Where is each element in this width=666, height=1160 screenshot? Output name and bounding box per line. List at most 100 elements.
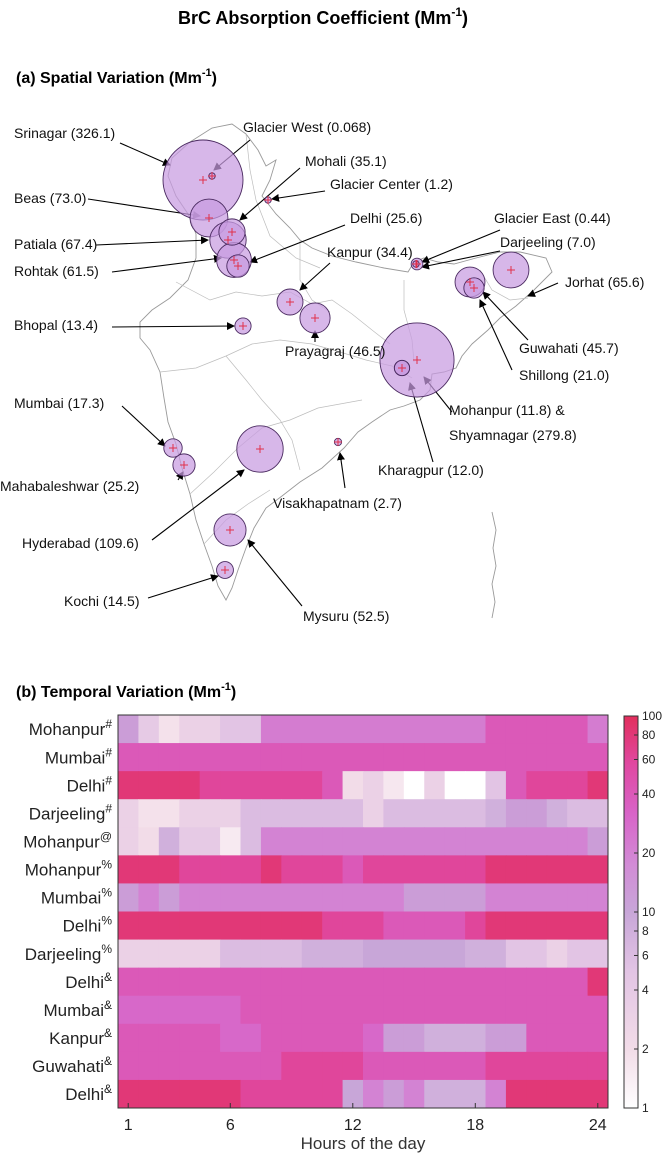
site-label-kanpur: Kanpur (34.4): [327, 244, 413, 260]
heat-cell-r0-c12: [342, 715, 364, 744]
heat-cell-r7-c8: [260, 911, 282, 941]
heat-cell-r3-c9: [281, 799, 303, 828]
cb-tick-label-1: 1: [642, 1101, 649, 1115]
heat-cell-r10-c16: [424, 995, 446, 1025]
heat-cell-r4-c2: [138, 827, 160, 856]
heat-cell-r7-c11: [322, 911, 344, 941]
heat-cell-r8-c2: [138, 939, 160, 969]
heat-cell-r9-c4: [179, 967, 201, 997]
row-label-11: Kanpur&: [49, 1026, 112, 1048]
panel-a-title-close: ): [212, 70, 217, 87]
site-label-rohtak: Rohtak (61.5): [14, 263, 99, 279]
heat-cell-r8-c21: [526, 939, 548, 969]
heat-cell-r8-c9: [281, 939, 303, 969]
heat-cell-r13-c2: [138, 1079, 160, 1109]
row-label-1: Mumbai#: [45, 745, 112, 767]
arrow-visakhapatnam: [337, 452, 346, 489]
heat-cell-r9-c3: [158, 967, 180, 997]
site-marker-srinagar: [199, 176, 207, 184]
panel-a-title-sup: -1: [202, 67, 212, 79]
site-label-jorhat: Jorhat (65.6): [565, 274, 644, 290]
heat-cell-r5-c19: [485, 855, 507, 884]
heat-cell-r10-c13: [363, 995, 384, 1025]
site-label-glacier-west: Glacier West (0.068): [243, 119, 371, 135]
heatmap-frame: [117, 714, 609, 1109]
heat-cell-r8-c13: [363, 939, 384, 969]
heat-cell-r8-c11: [322, 939, 344, 969]
row-label-site: Darjeeling: [25, 945, 102, 964]
heat-cell-r0-c13: [363, 715, 384, 744]
cb-tick-label-4: 4: [642, 983, 649, 997]
heat-cell-r3-c16: [424, 799, 446, 828]
heat-cell-r7-c24: [587, 911, 609, 941]
row-label-site: Mumbai: [41, 889, 101, 908]
heat-cell-r12-c16: [424, 1051, 446, 1081]
heat-cell-r0-c9: [281, 715, 303, 744]
heat-cell-r4-c7: [240, 827, 262, 856]
heat-cell-r7-c15: [403, 911, 425, 941]
heat-cell-r13-c8: [260, 1079, 282, 1109]
site-marker-guwahati: [466, 278, 474, 286]
heat-cell-r7-c19: [485, 911, 507, 941]
row-label-site: Delhi: [65, 973, 104, 992]
heat-cell-r0-c24: [587, 715, 609, 744]
arrow-mysuru: [247, 539, 303, 607]
arrow-rohtak: [111, 254, 222, 273]
heat-cell-r8-c1: [118, 939, 139, 969]
heat-cell-r5-c1: [118, 855, 139, 884]
andaman-islands: [491, 511, 497, 619]
heat-cell-r6-c14: [383, 883, 405, 912]
cb-tick-label-2: 2: [642, 1042, 649, 1056]
heat-cell-r0-c15: [403, 715, 425, 744]
panel-b-title: (b) Temporal Variation (Mm-1): [16, 681, 236, 701]
heat-cell-r6-c15: [403, 883, 425, 912]
heat-cell-r0-c11: [322, 715, 344, 744]
heat-cell-r3-c6: [220, 799, 241, 828]
site-marker-kochi: [221, 566, 229, 574]
heat-cell-r10-c23: [567, 995, 589, 1025]
arrow-patiala: [95, 236, 209, 246]
heat-cell-r11-c11: [322, 1023, 344, 1053]
arrow-darjeeling: [421, 250, 501, 270]
site-marker-delhi: [234, 262, 242, 270]
heat-cell-r8-c7: [240, 939, 262, 969]
panel-b-title-close: ): [231, 684, 236, 701]
heat-cell-r7-c17: [444, 911, 466, 941]
heat-cell-r6-c19: [485, 883, 507, 912]
heat-cell-r7-c23: [567, 911, 589, 941]
site-label-srinagar: Srinagar (326.1): [14, 125, 115, 141]
heat-cell-r4-c20: [505, 827, 527, 856]
heat-cell-r13-c14: [383, 1079, 405, 1109]
heat-cell-r12-c1: [118, 1051, 139, 1081]
heat-cell-r2-c3: [158, 771, 180, 800]
row-label-0: Mohanpur#: [29, 717, 113, 739]
row-label-site: Guwahati: [32, 1057, 104, 1076]
row-label-site: Mohanpur: [23, 832, 100, 851]
site-marker-bhopal: [239, 322, 247, 330]
heat-cell-r1-c2: [138, 743, 160, 772]
colorbar-ticks: 1 2 4 6 8 10 20 40 60 80 100: [634, 709, 662, 1115]
heat-cell-r4-c12: [342, 827, 364, 856]
heat-cell-r4-c6: [220, 827, 241, 856]
heat-cell-r1-c3: [158, 743, 180, 772]
heat-cell-r12-c11: [322, 1051, 344, 1081]
heat-cell-r5-c12: [342, 855, 364, 884]
heat-cell-r2-c9: [281, 771, 303, 800]
heat-cell-r4-c14: [383, 827, 405, 856]
heat-cell-r12-c10: [301, 1051, 323, 1081]
figure-title-close: ): [462, 8, 468, 28]
heat-cell-r3-c12: [342, 799, 364, 828]
arrow-jorhat: [527, 282, 559, 297]
site-bubbles: [162, 139, 530, 579]
site-label-mohali: Mohali (35.1): [305, 153, 387, 169]
heat-cell-r4-c22: [546, 827, 568, 856]
heat-cell-r12-c3: [158, 1051, 180, 1081]
heat-cell-r2-c4: [179, 771, 201, 800]
heat-cell-r9-c12: [342, 967, 364, 997]
site-label-bhopal: Bhopal (13.4): [14, 317, 98, 333]
heat-cell-r9-c8: [260, 967, 282, 997]
site-label-kochi: Kochi (14.5): [64, 593, 139, 609]
heat-cell-r12-c12: [342, 1051, 364, 1081]
site-label-mahabaleshwar: Mahabaleshwar (25.2): [0, 478, 139, 494]
site-label-glacier-center: Glacier Center (1.2): [330, 176, 453, 192]
